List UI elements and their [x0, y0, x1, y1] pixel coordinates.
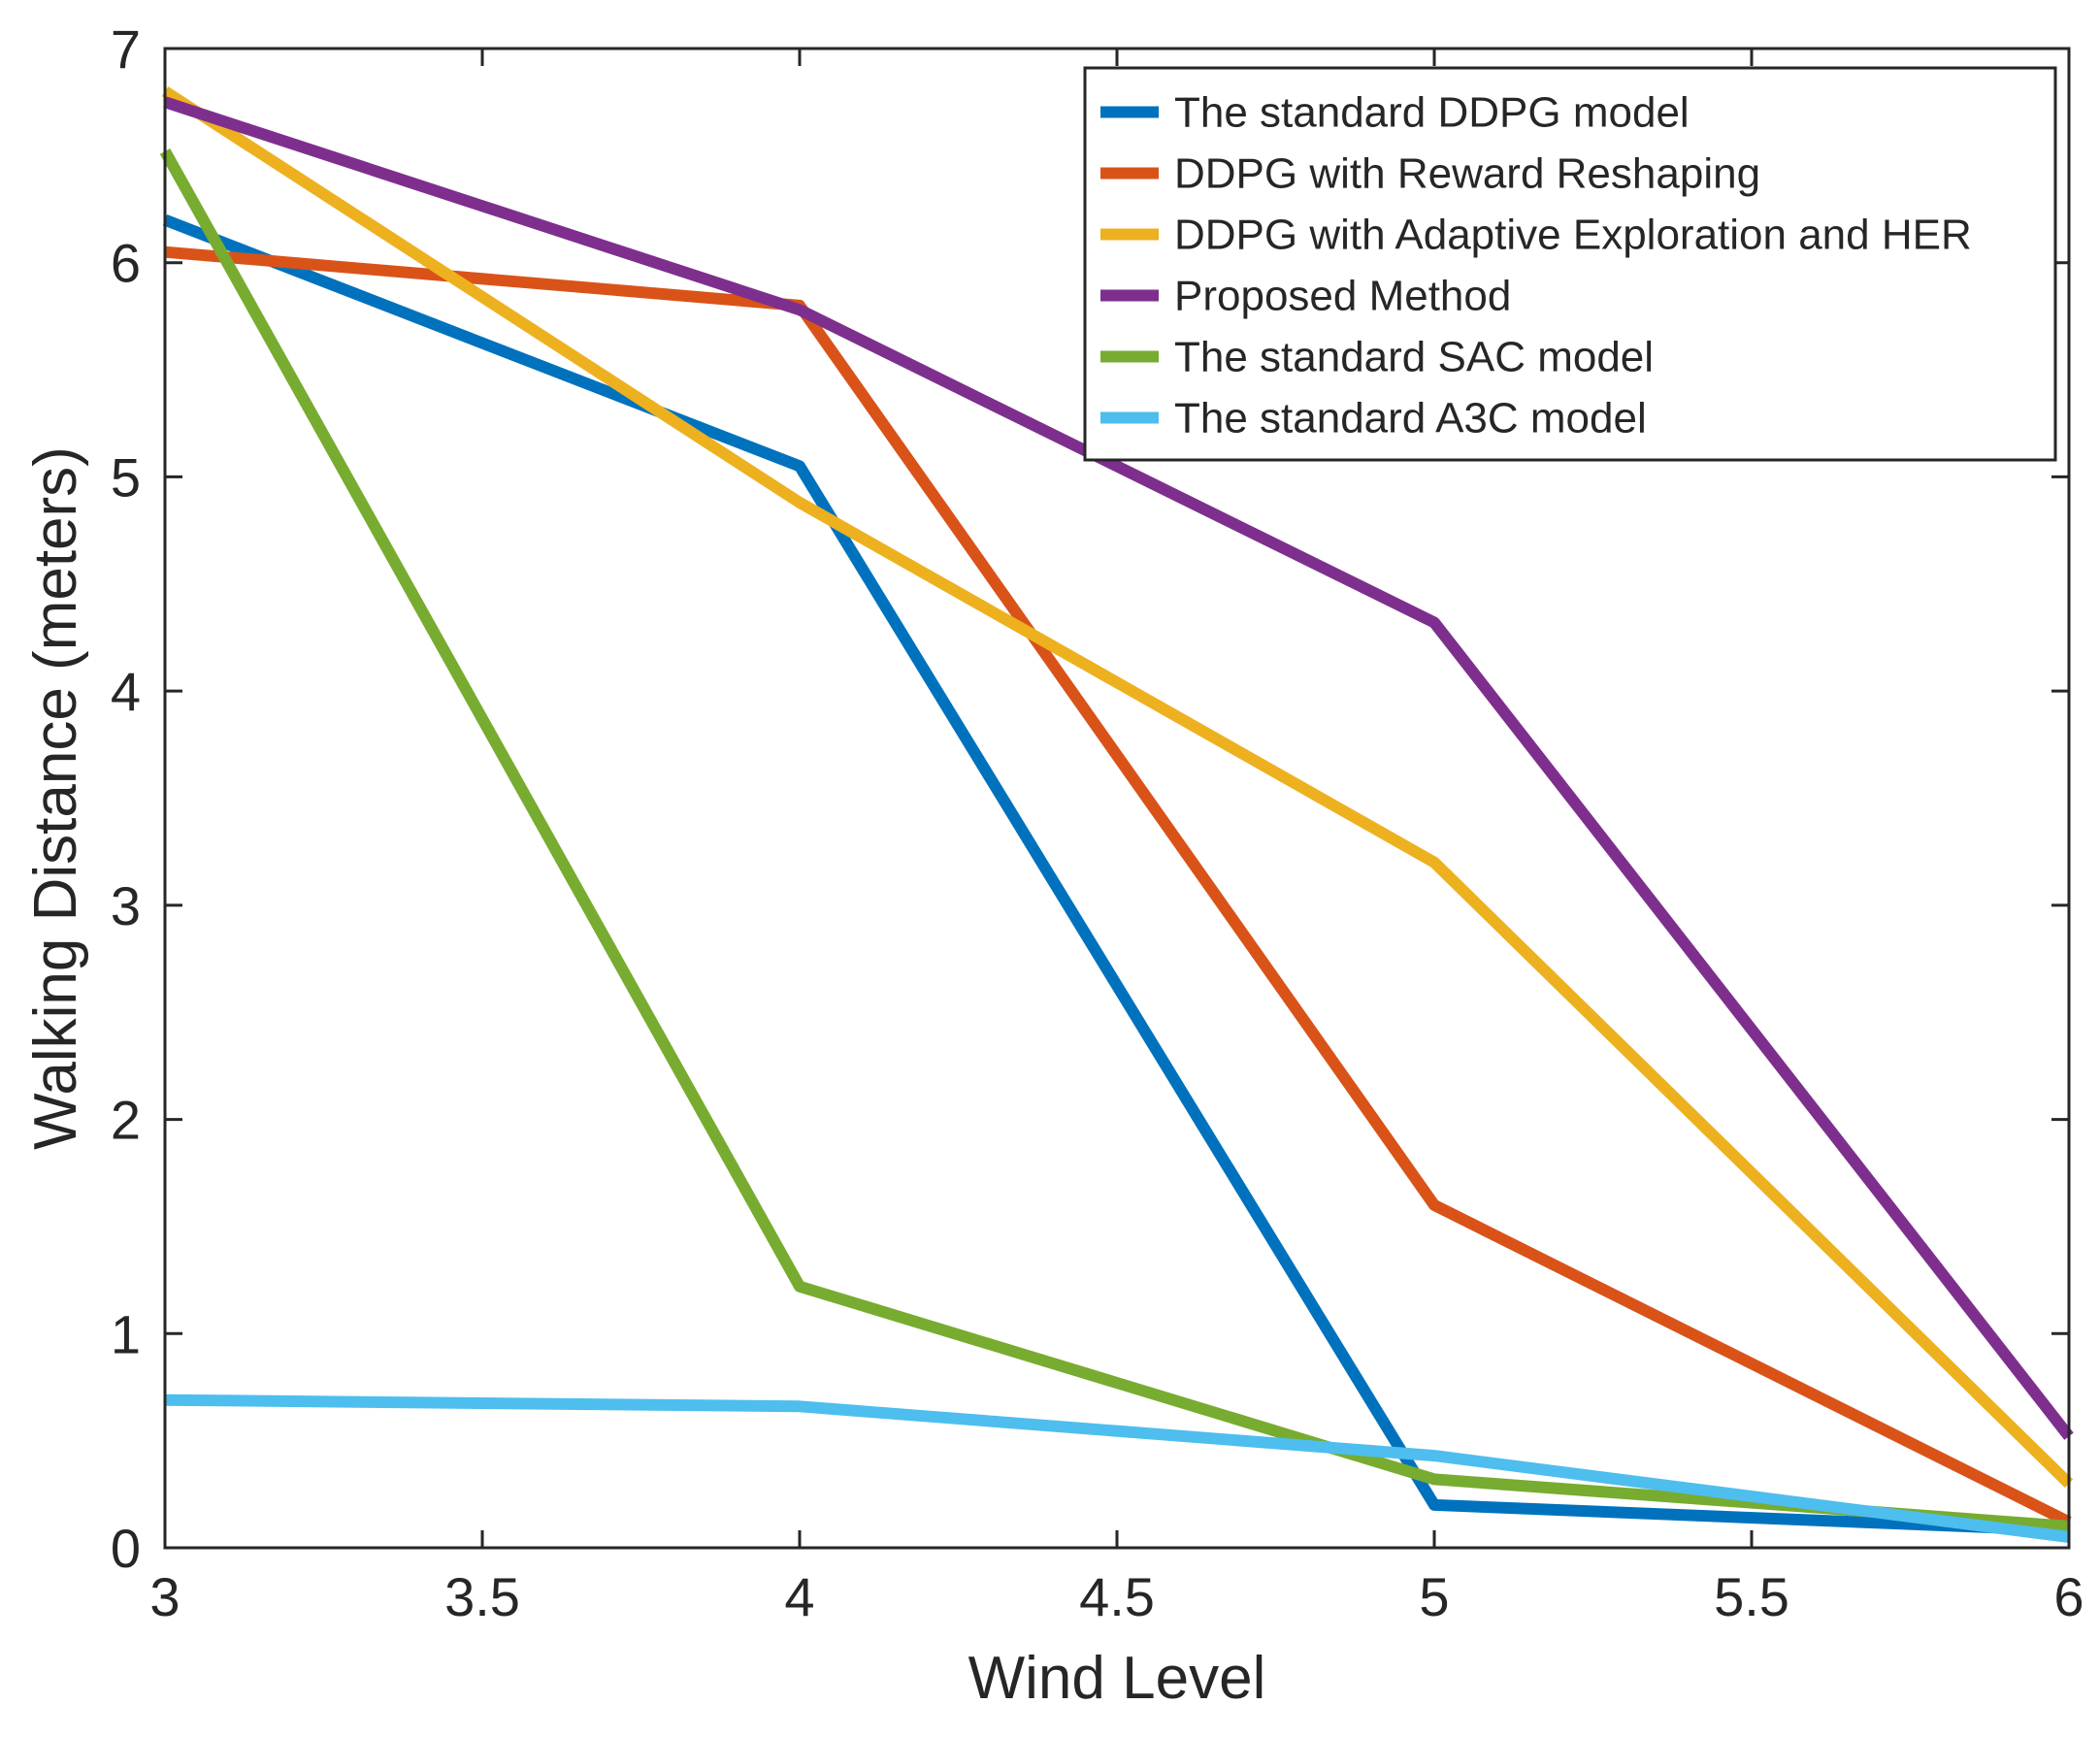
series-line-5 [159, 147, 2070, 1532]
y-tick-label: 7 [111, 18, 141, 80]
y-tick-label: 0 [111, 1518, 141, 1579]
legend-label-1: The standard DDPG model [1174, 89, 1690, 137]
series-line-1 [162, 214, 2070, 1537]
x-tick-label: 4.5 [1079, 1566, 1155, 1627]
x-tick-label: 3 [149, 1566, 180, 1627]
legend-label-4: Proposed Method [1174, 273, 1511, 320]
x-tick-label: 5 [1419, 1566, 1449, 1627]
legend: The standard DDPG model DDPG with Reward … [1083, 66, 2057, 462]
x-tick-label: 4 [784, 1566, 814, 1627]
y-tick-label: 2 [111, 1090, 141, 1151]
y-tick-label: 5 [111, 446, 141, 508]
x-tick-label: 5.5 [1714, 1566, 1789, 1627]
y-tick-label: 6 [111, 233, 141, 294]
x-tick-label: 6 [2053, 1566, 2084, 1627]
series-line-4 [163, 96, 2074, 1440]
series-line-6 [164, 1393, 2070, 1543]
x-tick-label: 3.5 [444, 1566, 520, 1627]
y-axis-title: Walking Distance (meters) [22, 446, 89, 1150]
x-axis-title: Wind Level [968, 1645, 1266, 1712]
y-tick-label: 3 [111, 875, 141, 936]
series-line-3 [161, 86, 2074, 1489]
legend-box [1083, 66, 2057, 462]
legend-items: The standard DDPG model DDPG with Reward … [1100, 89, 1972, 442]
y-tick-label: 4 [111, 661, 141, 722]
legend-label-5: The standard SAC model [1174, 334, 1654, 381]
legend-label-3: DDPG with Adaptive Exploration and HER [1174, 212, 1972, 259]
legend-label-2: DDPG with Reward Reshaping [1174, 150, 1760, 198]
y-tick-label: 1 [111, 1303, 141, 1364]
series-layer [159, 86, 2074, 1543]
series-line-2 [164, 246, 2072, 1527]
legend-label-6: The standard A3C model [1174, 395, 1647, 442]
tick-layer: 3 3.5 4 4.5 5 5.5 6 0 1 2 3 4 5 6 7 [111, 18, 2084, 1627]
